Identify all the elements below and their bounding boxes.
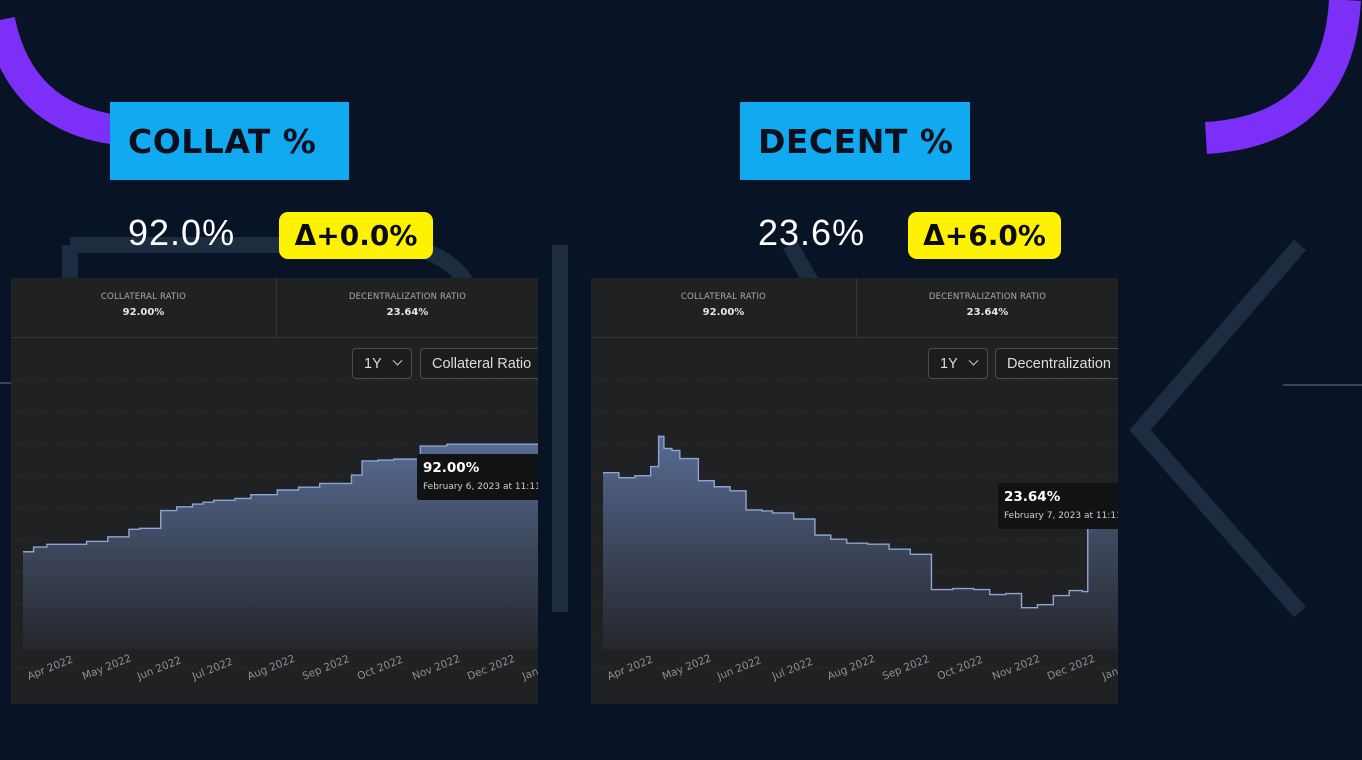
collateral-chart: Apr 2022 May 2022 Jun 2022 Jul 2022 Aug 2022… xyxy=(11,379,538,684)
x-tick-label: Jan 2023 xyxy=(520,654,538,683)
chart-tooltip: 23.64% February 7, 2023 at 11:11 A xyxy=(998,483,1118,529)
stat-title: DECENTRALIZATION RATIO xyxy=(928,292,1047,302)
x-tick-label: Aug 2022 xyxy=(826,653,877,683)
stat-collateral: COLLATERAL RATIO 92.00% xyxy=(591,278,857,338)
arc-top-right xyxy=(1204,0,1361,154)
stat-decentralization: DECENTRALIZATION RATIO 23.64% xyxy=(857,278,1118,338)
collat-value: 92.0% xyxy=(128,212,236,253)
metric-select[interactable]: Decentralization xyxy=(995,348,1118,379)
x-tick-label: Nov 2022 xyxy=(991,653,1042,683)
x-tick-label: Jul 2022 xyxy=(770,656,815,684)
stats-bar: COLLATERAL RATIO 92.00% DECENTRALIZATION… xyxy=(11,278,538,338)
metric-select[interactable]: Collateral Ratio xyxy=(420,348,538,379)
x-tick-label: Nov 2022 xyxy=(411,653,462,683)
chevron-down-icon xyxy=(968,355,979,366)
decent-label: DECENT % xyxy=(758,121,954,161)
stat-collateral: COLLATERAL RATIO 92.00% xyxy=(11,278,277,338)
decentralization-chart-panel: Apr 2022 May 2022 Jun 2022 Jul 2022 Aug 2022… xyxy=(591,278,1118,704)
x-tick-label: Sep 2022 xyxy=(881,653,932,683)
x-tick-label: Jun 2022 xyxy=(135,654,184,683)
stat-value: 92.00% xyxy=(122,307,165,318)
chevron-down-icon xyxy=(392,355,403,366)
series-line xyxy=(603,435,1118,609)
period-label: 1Y xyxy=(364,355,382,372)
stat-decentralization: DECENTRALIZATION RATIO 23.64% xyxy=(277,278,538,338)
stat-title: COLLATERAL RATIO xyxy=(680,292,767,302)
tooltip-date: February 7, 2023 at 11:11 A xyxy=(1004,511,1118,521)
tooltip-date: February 6, 2023 at 11:11 A xyxy=(423,482,538,492)
decent-label-box: DECENT % xyxy=(740,102,970,180)
series-line xyxy=(23,443,538,553)
arc-top-left xyxy=(0,16,121,145)
decentralization-chart: Apr 2022 May 2022 Jun 2022 Jul 2022 Aug 2022… xyxy=(591,379,1118,684)
x-tick-label: Aug 2022 xyxy=(246,653,297,683)
period-select[interactable]: 1Y xyxy=(928,348,988,379)
x-tick-label: May 2022 xyxy=(661,652,714,683)
period-label: 1Y xyxy=(940,355,958,372)
decent-delta-badge: Δ+6.0% xyxy=(908,212,1061,259)
collateral-chart-panel: Apr 2022 May 2022 Jun 2022 Jul 2022 Aug 2022… xyxy=(11,278,538,704)
stat-value: 92.00% xyxy=(702,307,745,318)
collat-label-box: COLLAT % xyxy=(110,102,349,180)
stat-value: 23.64% xyxy=(386,307,429,318)
period-select[interactable]: 1Y xyxy=(352,348,412,379)
chart-tooltip: 92.00% February 6, 2023 at 11:11 A xyxy=(417,454,538,500)
stat-title: DECENTRALIZATION RATIO xyxy=(348,292,467,302)
x-tick-label: Dec 2022 xyxy=(466,653,517,683)
stat-title: COLLATERAL RATIO xyxy=(100,292,187,302)
x-tick-label: May 2022 xyxy=(81,652,134,683)
tooltip-value: 92.00% xyxy=(423,460,480,476)
stat-value: 23.64% xyxy=(966,307,1009,318)
tooltip-value: 23.64% xyxy=(1004,489,1061,505)
x-tick-label: Jul 2022 xyxy=(190,656,235,684)
series-area xyxy=(23,444,538,650)
stats-bar: COLLATERAL RATIO 92.00% DECENTRALIZATION… xyxy=(591,278,1118,338)
x-tick-label: Jan 2023 xyxy=(1100,654,1118,683)
decent-value: 23.6% xyxy=(758,212,866,253)
x-tick-label: Sep 2022 xyxy=(301,653,352,683)
collat-delta-badge: Δ+0.0% xyxy=(279,212,433,259)
x-tick-label: Jun 2022 xyxy=(715,654,764,683)
collat-label: COLLAT % xyxy=(128,121,317,161)
x-tick-label: Dec 2022 xyxy=(1046,653,1097,683)
